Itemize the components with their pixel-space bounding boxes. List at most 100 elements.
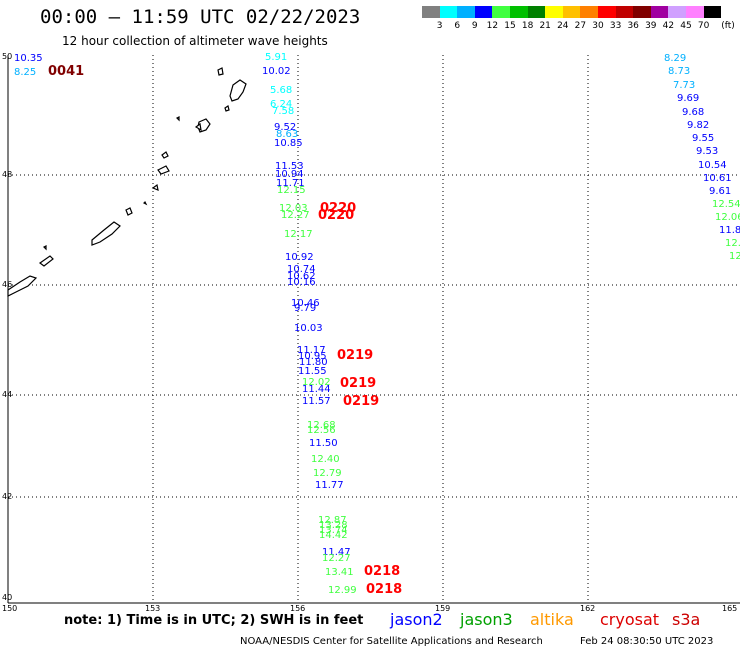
color-scale-tick: 70 [697,21,710,31]
latitude-tick-label: 48 [2,170,13,179]
wave-height-label: 12.27 [281,210,310,221]
wave-height-label: 12.54 [712,199,740,210]
kuril-islands-coastline [7,67,247,297]
color-scale-tick: 9 [471,21,478,31]
pass-time-label: 0219 [340,376,377,391]
color-scale-tick: 15 [504,21,516,31]
wave-height-label: 8.73 [668,66,691,77]
color-swatch [474,6,493,18]
wave-height-label: 7.73 [673,80,696,91]
wave-height-label: 9.52 [274,122,297,133]
wave-height-label: 9.53 [696,146,719,157]
footer-credit: NOAA/NESDIS Center for Satellite Applica… [240,636,543,647]
wave-height-label: 9.82 [687,120,710,131]
wave-height-label: 12.87 [318,515,347,526]
color-swatch [545,6,563,18]
longitude-tick-label: 156 [290,604,306,613]
wave-height-label: 9.79 [294,303,317,314]
color-scale-tick: 3 [436,21,443,31]
wave-height-label: 12.40 [311,454,340,465]
longitude-tick-label: 153 [145,604,161,613]
longitude-tick-label: 150 [2,604,18,613]
latitude-tick-label: 40 [2,593,13,602]
wave-height-label: 13.74 [319,525,348,536]
color-swatch [650,6,669,18]
wave-height-label: 12.68 [307,420,336,431]
wave-height-label: 12.56 [307,425,336,436]
color-swatch [562,6,581,18]
color-scale-tick: 45 [680,21,692,31]
page-subtitle: 12 hour collection of altimeter wave hei… [62,34,328,48]
satellite-legend-altika: altika [530,610,574,629]
wave-height-label: 10.92 [285,252,314,263]
wave-height-label: 8.25 [14,67,37,78]
color-swatch [510,6,528,18]
wave-height-label: 11.8 [719,225,740,236]
color-swatch [580,6,598,18]
pass-time-label: 0041 [48,64,85,79]
wave-height-label: 14.42 [319,530,348,541]
wave-height-label: 9.61 [709,186,732,197]
wave-height-label: 11.50 [309,438,338,449]
pass-time-label: 0218 [364,564,401,579]
wave-height-label: 8.29 [664,53,687,64]
wave-height-label: 11.47 [322,547,351,558]
wave-height-label: 11.53 [275,161,304,172]
color-scale-tick: 39 [645,21,657,31]
wave-height-label: 13.28 [319,520,348,531]
wave-height-label: 9.68 [682,107,705,118]
wave-height-label: 10.85 [274,138,303,149]
wave-height-label: 12.03 [279,203,308,214]
color-swatch [492,6,510,18]
color-swatch [703,6,722,18]
wave-height-label: 7.58 [272,106,295,117]
color-scale-tick: 6 [454,21,461,31]
wave-height-label: 10.02 [262,66,291,77]
wave-height-label: 11.17 [297,345,326,356]
pass-time-label: 0219 [343,394,380,409]
color-scale-tick: 42 [662,21,675,31]
footer-note: note: 1) Time is in UTC; 2) SWH is in fe… [64,613,364,628]
wave-height-label: 11.57 [302,396,331,407]
wave-height-label: 12.27 [322,553,351,564]
color-swatch [615,6,634,18]
color-swatch [527,6,546,18]
longitude-tick-label: 165 [722,604,738,613]
map-frame [7,55,740,604]
wave-height-label: 10.35 [14,53,43,64]
pass-time-label: 0219 [337,348,374,363]
color-scale-tick: 21 [539,21,551,31]
wave-height-label: 10.95 [298,351,327,362]
color-swatch [439,6,458,18]
wave-height-label: 10.03 [294,323,323,334]
latitude-tick-label: 50 [2,52,13,61]
wave-height-label: 10.61 [703,173,732,184]
wave-height-label: 10.54 [698,160,727,171]
color-scale-tick: 33 [609,21,622,31]
pass-time-label: 0218 [366,582,403,597]
latitude-tick-label: 42 [2,492,13,501]
wave-height-label: 9.55 [692,133,715,144]
wave-height-label: 10.74 [287,264,316,275]
wave-height-label: 10.46 [291,298,320,309]
wave-height-label: 12. [725,238,740,249]
color-scale-tick: 18 [521,21,534,31]
wave-height-label: 11.77 [315,480,344,491]
wave-height-label: 12 [729,251,740,262]
pass-time-label: 0220 [320,201,357,216]
wave-height-label: 12.17 [284,229,313,240]
color-scale-tick: 27 [574,21,587,31]
wave-height-label: 8.63 [276,129,299,140]
color-swatch [633,6,651,18]
satellite-legend-jason2: jason2 [390,610,443,629]
longitude-tick-label: 162 [580,604,596,613]
latitude-tick-label: 44 [2,390,13,399]
wave-height-label: 6.24 [270,99,293,110]
wave-height-label: 11.71 [276,178,305,189]
wave-height-label: 12.06 [715,212,740,223]
page-title: 00:00 – 11:59 UTC 02/22/2023 [40,6,361,28]
color-scale-tick: 36 [627,21,639,31]
wave-height-label: 12.15 [277,185,306,196]
wave-height-label: 5.68 [270,85,293,96]
